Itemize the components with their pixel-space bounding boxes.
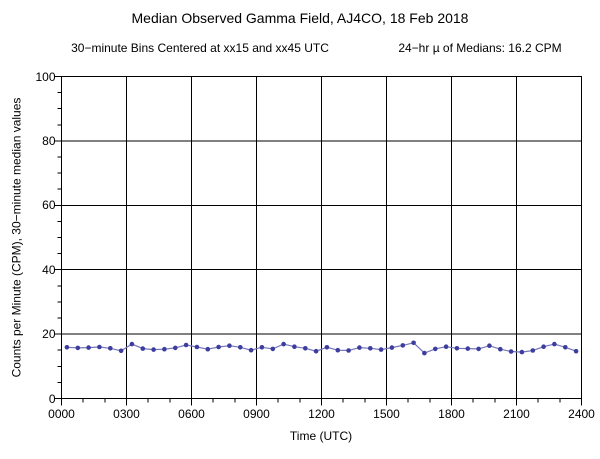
y-tick-label: 40	[42, 262, 56, 277]
data-point	[454, 346, 460, 351]
data-point	[465, 346, 471, 351]
data-point	[108, 346, 113, 351]
x-axis-title: Time (UTC)	[289, 429, 353, 443]
data-point	[476, 346, 481, 352]
y-tick-label: 20	[42, 327, 56, 342]
data-point	[346, 348, 351, 353]
data-point	[227, 343, 232, 349]
data-point	[97, 344, 102, 350]
y-tick-label: 80	[42, 133, 56, 148]
data-point	[248, 347, 254, 353]
data-point	[64, 345, 70, 350]
data-point	[357, 345, 362, 350]
x-tick-label: 2100	[503, 406, 530, 421]
data-point	[173, 345, 178, 351]
data-point	[389, 345, 395, 350]
data-point	[552, 341, 557, 347]
data-point	[433, 346, 438, 352]
data-point	[259, 345, 265, 350]
data-point	[443, 344, 449, 350]
x-tick-label: 0000	[48, 406, 75, 421]
x-tick-label: 1800	[438, 406, 465, 421]
data-point	[238, 345, 243, 350]
data-point	[378, 347, 384, 352]
y-tick-label: 100	[35, 69, 56, 84]
chart-subtitle-mean: 24−hr µ of Medians: 16.2 CPM	[398, 41, 562, 55]
data-point	[368, 346, 373, 351]
data-point	[519, 349, 525, 355]
x-tick-label: 1200	[308, 406, 335, 421]
data-point	[75, 345, 81, 351]
data-point	[324, 345, 330, 350]
data-point	[573, 348, 579, 354]
y-tick-label: 0	[48, 391, 56, 406]
data-point	[530, 348, 536, 353]
data-point	[140, 346, 146, 351]
data-point	[205, 346, 211, 352]
data-point	[335, 347, 341, 353]
x-tick-label: 2400	[568, 406, 595, 421]
data-point	[194, 344, 200, 350]
data-point	[118, 348, 124, 354]
data-point	[563, 345, 568, 350]
data-point	[303, 346, 308, 351]
data-point	[487, 343, 492, 349]
data-point	[216, 344, 221, 350]
data-point	[281, 341, 286, 347]
x-tick-label: 0300	[113, 406, 140, 421]
x-tick-label: 1500	[373, 406, 400, 421]
data-point	[400, 343, 406, 348]
data-point	[151, 347, 156, 352]
y-axis-title: Counts per Minute (CPM), 30−minute media…	[9, 97, 24, 378]
data-point	[541, 344, 546, 350]
x-tick-label: 0600	[178, 406, 205, 421]
data-point	[498, 346, 503, 352]
data-point	[129, 341, 135, 347]
data-point	[411, 340, 416, 346]
data-point	[183, 342, 189, 348]
data-point	[508, 349, 514, 354]
chart-title: Median Observed Gamma Field, AJ4CO, 18 F…	[131, 10, 469, 26]
data-point	[292, 344, 297, 350]
chart-subtitle-bins: 30−minute Bins Centered at xx15 and xx45…	[71, 41, 329, 55]
data-point	[270, 346, 276, 352]
data-point	[313, 348, 319, 354]
x-tick-label: 0900	[243, 406, 270, 421]
data-point	[86, 345, 91, 350]
data-point	[162, 346, 167, 352]
data-point	[422, 350, 427, 356]
y-tick-label: 60	[42, 198, 56, 213]
